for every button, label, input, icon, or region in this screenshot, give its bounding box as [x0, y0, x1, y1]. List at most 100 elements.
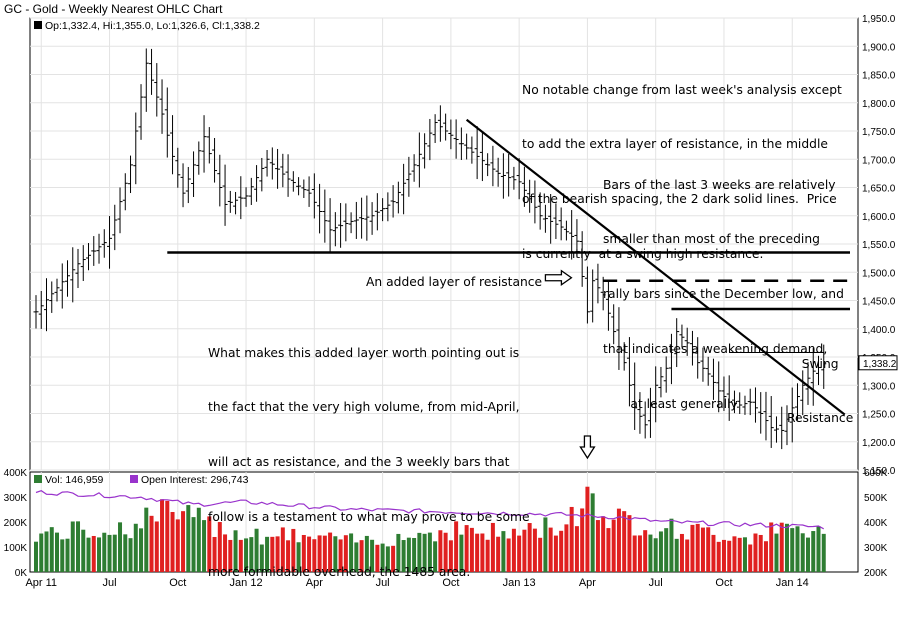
volume-bar	[748, 544, 753, 572]
ohlc-bar	[122, 173, 128, 211]
ohlc-bar	[553, 203, 559, 239]
ohlc-bar	[448, 119, 454, 150]
volume-legend: Vol: 146,959	[45, 474, 104, 486]
ohlc-bar	[180, 163, 186, 208]
volume-bar	[490, 522, 495, 572]
ohlc-bar	[38, 291, 44, 329]
ohlc-bar	[49, 281, 55, 313]
volume-bar	[154, 521, 159, 572]
ohlc-bar	[70, 247, 76, 303]
right-arrow-icon	[544, 269, 573, 286]
volume-left-tick: 400K	[4, 468, 28, 479]
open-interest-line	[35, 490, 824, 530]
volume-bar	[443, 532, 448, 572]
ohlc-bar	[658, 366, 664, 398]
volume-bar	[679, 533, 684, 572]
annotation-bars-note: Bars of the last 3 weeks are relatively …	[603, 139, 844, 450]
ohlc-bar	[427, 118, 433, 161]
ohlc-bar	[364, 195, 370, 241]
ohlc-bar	[306, 176, 312, 207]
annotation-volume-note: What makes this added layer worth pointi…	[208, 307, 530, 618]
ohlc-bar	[390, 185, 396, 218]
volume-bar	[181, 511, 186, 572]
ohlc-bar	[269, 147, 275, 180]
ohlc-bar	[374, 193, 380, 231]
volume-bar	[716, 541, 721, 572]
ohlc-bar	[80, 245, 86, 282]
annotation-line: to add the extra layer of resistance, in…	[522, 137, 828, 152]
annotation-line: will act as resistance, and the 3 weekly…	[208, 455, 510, 470]
price-tick-label: 1,950.0	[862, 14, 896, 25]
ohlc-bar	[101, 229, 107, 258]
price-tick-label: 1,300.0	[862, 381, 896, 392]
volume-bar	[464, 525, 469, 572]
ohlc-bar	[164, 87, 170, 158]
ohlc-bar	[317, 183, 323, 234]
annotation-added-layer: An added layer of resistance	[366, 275, 543, 289]
price-tick-label: 1,200.0	[862, 438, 896, 449]
volume-bar	[391, 545, 396, 572]
volume-bar	[343, 535, 348, 572]
ohlc-bar	[563, 220, 569, 241]
annotation-line: rally bars since the December low, and	[603, 287, 844, 302]
volume-bar	[265, 536, 270, 572]
volume-bar	[406, 537, 411, 572]
volume-bar	[769, 522, 774, 572]
ohlc-bar	[752, 387, 758, 423]
volume-bar	[454, 521, 459, 572]
annotation-line: What makes this added layer worth pointi…	[208, 345, 520, 360]
ohlc-bar	[611, 304, 617, 345]
ohlc-bar	[737, 392, 743, 414]
volume-bar	[706, 527, 711, 572]
volume-bar	[412, 537, 417, 572]
oi-right-tick: 600K	[864, 468, 888, 479]
ohlc-bar	[800, 370, 806, 416]
volume-bar	[312, 539, 317, 572]
price-tick-label: 1,550.0	[862, 240, 896, 251]
volume-bar	[249, 537, 254, 572]
volume-bar	[742, 537, 747, 572]
ohlc-bar	[700, 347, 706, 382]
volume-bar	[370, 539, 375, 572]
ohlc-bar	[159, 79, 165, 134]
ohlc-bar	[443, 113, 449, 141]
price-tick-label: 1,650.0	[862, 184, 896, 195]
ohlc-bar	[222, 164, 228, 226]
volume-bar	[580, 508, 585, 572]
volume-bar	[97, 537, 102, 572]
oi-right-tick: 500K	[864, 493, 888, 504]
volume-legend-marker	[34, 475, 42, 483]
volume-bar	[522, 529, 527, 572]
ohlc-bar	[233, 191, 239, 215]
x-tick-label: Jan 13	[503, 577, 536, 589]
volume-bar	[39, 533, 44, 572]
ohlc-bar	[647, 387, 653, 438]
ohlc-bar	[773, 416, 779, 443]
ohlc-bar	[332, 212, 338, 247]
volume-bar	[559, 530, 564, 572]
volume-bar	[301, 534, 306, 572]
volume-bar	[811, 531, 816, 572]
volume-bar	[700, 527, 705, 572]
ohlc-bar	[789, 387, 795, 443]
ohlc-bar	[642, 401, 648, 439]
volume-bar	[65, 538, 70, 572]
ohlc-bar	[485, 153, 491, 177]
price-tick-label: 1,800.0	[862, 99, 896, 110]
price-tick-label: 1,150.0	[862, 466, 896, 477]
ohlc-bar	[416, 132, 422, 188]
ohlc-bar	[259, 157, 265, 192]
ohlc-bar	[143, 48, 149, 112]
volume-bar	[606, 528, 611, 572]
ohlc-bar	[626, 337, 632, 407]
ohlc-bar	[595, 263, 601, 304]
ohlc-bar	[395, 181, 401, 214]
price-tick-label: 1,600.0	[862, 212, 896, 223]
volume-bar	[427, 532, 432, 572]
volume-bar	[170, 512, 175, 572]
ohlc-bar	[695, 337, 701, 379]
volume-bar	[627, 515, 632, 572]
ohlc-bar	[458, 127, 464, 160]
